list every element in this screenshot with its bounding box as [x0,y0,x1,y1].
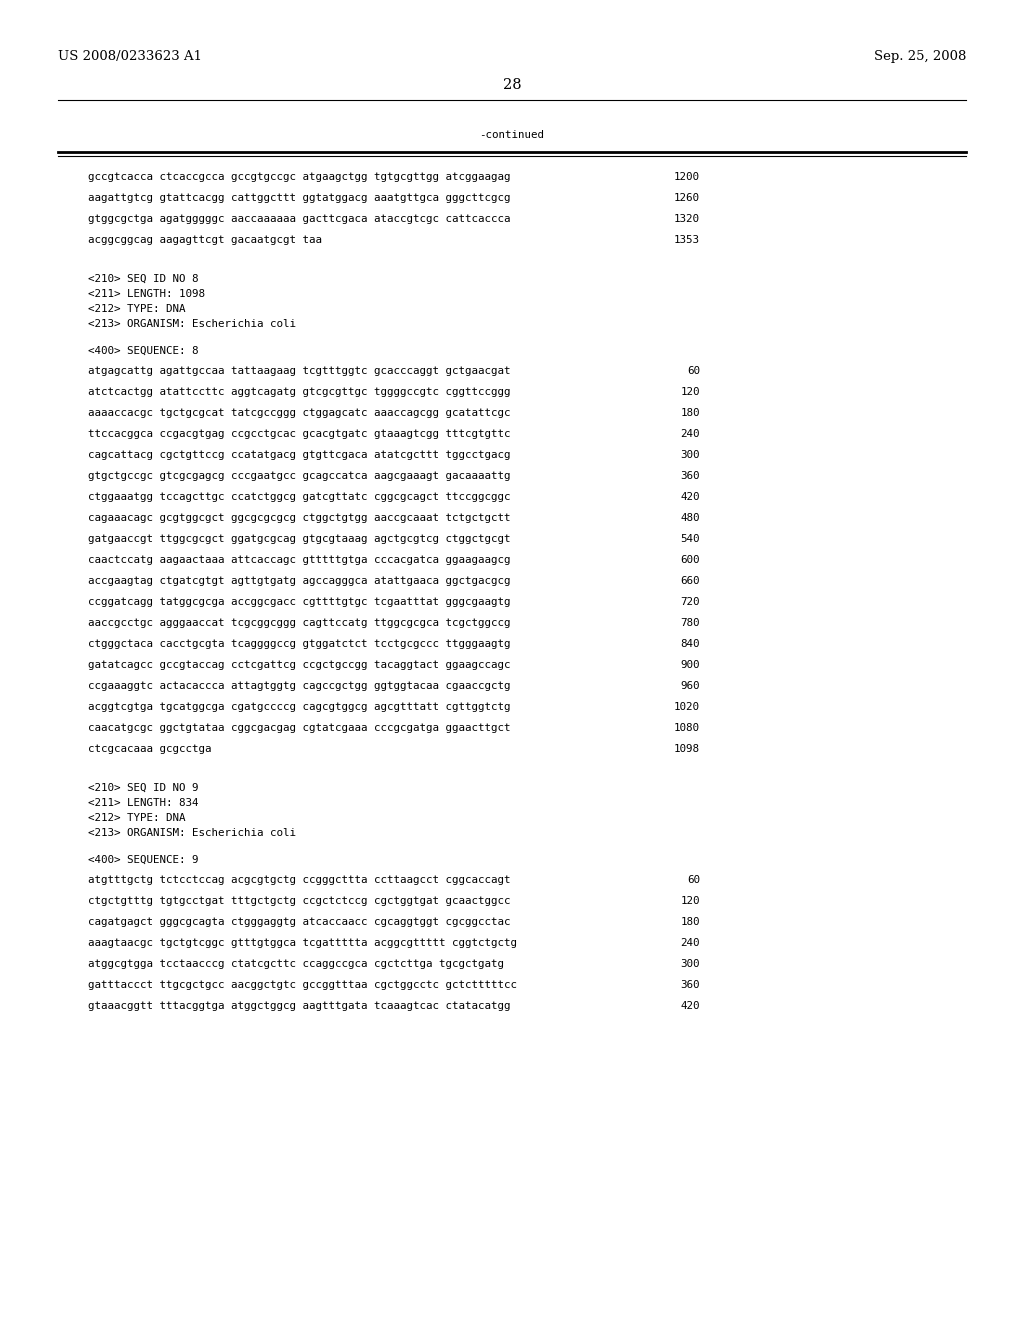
Text: atctcactgg atattccttc aggtcagatg gtcgcgttgc tggggccgtc cggttccggg: atctcactgg atattccttc aggtcagatg gtcgcgt… [88,387,511,397]
Text: <213> ORGANISM: Escherichia coli: <213> ORGANISM: Escherichia coli [88,319,296,329]
Text: aaaaccacgc tgctgcgcat tatcgccggg ctggagcatc aaaccagcgg gcatattcgc: aaaaccacgc tgctgcgcat tatcgccggg ctggagc… [88,408,511,418]
Text: acggcggcag aagagttcgt gacaatgcgt taa: acggcggcag aagagttcgt gacaatgcgt taa [88,235,322,246]
Text: 1080: 1080 [674,723,700,733]
Text: 240: 240 [681,429,700,440]
Text: cagcattacg cgctgttccg ccatatgacg gtgttcgaca atatcgcttt tggcctgacg: cagcattacg cgctgttccg ccatatgacg gtgttcg… [88,450,511,459]
Text: caactccatg aagaactaaa attcaccagc gtttttgtga cccacgatca ggaagaagcg: caactccatg aagaactaaa attcaccagc gtttttg… [88,554,511,565]
Text: gatttaccct ttgcgctgcc aacggctgtc gccggtttaa cgctggcctc gctctttttcc: gatttaccct ttgcgctgcc aacggctgtc gccggtt… [88,979,517,990]
Text: 120: 120 [681,896,700,906]
Text: ccgaaaggtc actacaccca attagtggtg cagccgctgg ggtggtacaa cgaaccgctg: ccgaaaggtc actacaccca attagtggtg cagccgc… [88,681,511,690]
Text: aagattgtcg gtattcacgg cattggcttt ggtatggacg aaatgttgca gggcttcgcg: aagattgtcg gtattcacgg cattggcttt ggtatgg… [88,193,511,203]
Text: <212> TYPE: DNA: <212> TYPE: DNA [88,813,185,822]
Text: cagatgagct gggcgcagta ctgggaggtg atcaccaacc cgcaggtggt cgcggcctac: cagatgagct gggcgcagta ctgggaggtg atcacca… [88,917,511,927]
Text: 60: 60 [687,366,700,376]
Text: <400> SEQUENCE: 8: <400> SEQUENCE: 8 [88,346,199,356]
Text: 1098: 1098 [674,744,700,754]
Text: <213> ORGANISM: Escherichia coli: <213> ORGANISM: Escherichia coli [88,828,296,838]
Text: 420: 420 [681,492,700,502]
Text: -continued: -continued [479,129,545,140]
Text: 300: 300 [681,450,700,459]
Text: 240: 240 [681,939,700,948]
Text: aaagtaacgc tgctgtcggc gtttgtggca tcgattttta acggcgttttt cggtctgctg: aaagtaacgc tgctgtcggc gtttgtggca tcgattt… [88,939,517,948]
Text: atgtttgctg tctcctccag acgcgtgctg ccgggcttta ccttaagcct cggcaccagt: atgtttgctg tctcctccag acgcgtgctg ccgggct… [88,875,511,884]
Text: 1020: 1020 [674,702,700,711]
Text: ccggatcagg tatggcgcga accggcgacc cgttttgtgc tcgaatttat gggcgaagtg: ccggatcagg tatggcgcga accggcgacc cgttttg… [88,597,511,607]
Text: gtgctgccgc gtcgcgagcg cccgaatgcc gcagccatca aagcgaaagt gacaaaattg: gtgctgccgc gtcgcgagcg cccgaatgcc gcagcca… [88,471,511,480]
Text: 780: 780 [681,618,700,628]
Text: 960: 960 [681,681,700,690]
Text: gtggcgctga agatgggggc aaccaaaaaa gacttcgaca ataccgtcgc cattcaccca: gtggcgctga agatgggggc aaccaaaaaa gacttcg… [88,214,511,224]
Text: 180: 180 [681,917,700,927]
Text: caacatgcgc ggctgtataa cggcgacgag cgtatcgaaa cccgcgatga ggaacttgct: caacatgcgc ggctgtataa cggcgacgag cgtatcg… [88,723,511,733]
Text: ttccacggca ccgacgtgag ccgcctgcac gcacgtgatc gtaaagtcgg tttcgtgttc: ttccacggca ccgacgtgag ccgcctgcac gcacgtg… [88,429,511,440]
Text: atggcgtgga tcctaacccg ctatcgcttc ccaggccgca cgctcttga tgcgctgatg: atggcgtgga tcctaacccg ctatcgcttc ccaggcc… [88,960,504,969]
Text: 600: 600 [681,554,700,565]
Text: 1353: 1353 [674,235,700,246]
Text: gatgaaccgt ttggcgcgct ggatgcgcag gtgcgtaaag agctgcgtcg ctggctgcgt: gatgaaccgt ttggcgcgct ggatgcgcag gtgcgta… [88,535,511,544]
Text: ctgggctaca cacctgcgta tcaggggccg gtggatctct tcctgcgccc ttgggaagtg: ctgggctaca cacctgcgta tcaggggccg gtggatc… [88,639,511,649]
Text: <210> SEQ ID NO 9: <210> SEQ ID NO 9 [88,783,199,793]
Text: 540: 540 [681,535,700,544]
Text: 360: 360 [681,979,700,990]
Text: <400> SEQUENCE: 9: <400> SEQUENCE: 9 [88,855,199,865]
Text: <211> LENGTH: 1098: <211> LENGTH: 1098 [88,289,205,300]
Text: atgagcattg agattgccaa tattaagaag tcgtttggtc gcacccaggt gctgaacgat: atgagcattg agattgccaa tattaagaag tcgtttg… [88,366,511,376]
Text: <211> LENGTH: 834: <211> LENGTH: 834 [88,799,199,808]
Text: <212> TYPE: DNA: <212> TYPE: DNA [88,304,185,314]
Text: 480: 480 [681,513,700,523]
Text: 420: 420 [681,1001,700,1011]
Text: US 2008/0233623 A1: US 2008/0233623 A1 [58,50,202,63]
Text: cagaaacagc gcgtggcgct ggcgcgcgcg ctggctgtgg aaccgcaaat tctgctgctt: cagaaacagc gcgtggcgct ggcgcgcgcg ctggctg… [88,513,511,523]
Text: Sep. 25, 2008: Sep. 25, 2008 [873,50,966,63]
Text: 300: 300 [681,960,700,969]
Text: 840: 840 [681,639,700,649]
Text: 60: 60 [687,875,700,884]
Text: ctgctgtttg tgtgcctgat tttgctgctg ccgctctccg cgctggtgat gcaactggcc: ctgctgtttg tgtgcctgat tttgctgctg ccgctct… [88,896,511,906]
Text: 28: 28 [503,78,521,92]
Text: acggtcgtga tgcatggcga cgatgccccg cagcgtggcg agcgtttatt cgttggtctg: acggtcgtga tgcatggcga cgatgccccg cagcgtg… [88,702,511,711]
Text: gtaaacggtt tttacggtga atggctggcg aagtttgata tcaaagtcac ctatacatgg: gtaaacggtt tttacggtga atggctggcg aagtttg… [88,1001,511,1011]
Text: 1260: 1260 [674,193,700,203]
Text: 120: 120 [681,387,700,397]
Text: accgaagtag ctgatcgtgt agttgtgatg agccagggca atattgaaca ggctgacgcg: accgaagtag ctgatcgtgt agttgtgatg agccagg… [88,576,511,586]
Text: ctcgcacaaa gcgcctga: ctcgcacaaa gcgcctga [88,744,212,754]
Text: 180: 180 [681,408,700,418]
Text: ctggaaatgg tccagcttgc ccatctggcg gatcgttatc cggcgcagct ttccggcggc: ctggaaatgg tccagcttgc ccatctggcg gatcgtt… [88,492,511,502]
Text: <210> SEQ ID NO 8: <210> SEQ ID NO 8 [88,275,199,284]
Text: 1320: 1320 [674,214,700,224]
Text: gccgtcacca ctcaccgcca gccgtgccgc atgaagctgg tgtgcgttgg atcggaagag: gccgtcacca ctcaccgcca gccgtgccgc atgaagc… [88,172,511,182]
Text: gatatcagcc gccgtaccag cctcgattcg ccgctgccgg tacaggtact ggaagccagc: gatatcagcc gccgtaccag cctcgattcg ccgctgc… [88,660,511,671]
Text: aaccgcctgc agggaaccat tcgcggcggg cagttccatg ttggcgcgca tcgctggccg: aaccgcctgc agggaaccat tcgcggcggg cagttcc… [88,618,511,628]
Text: 1200: 1200 [674,172,700,182]
Text: 660: 660 [681,576,700,586]
Text: 360: 360 [681,471,700,480]
Text: 900: 900 [681,660,700,671]
Text: 720: 720 [681,597,700,607]
